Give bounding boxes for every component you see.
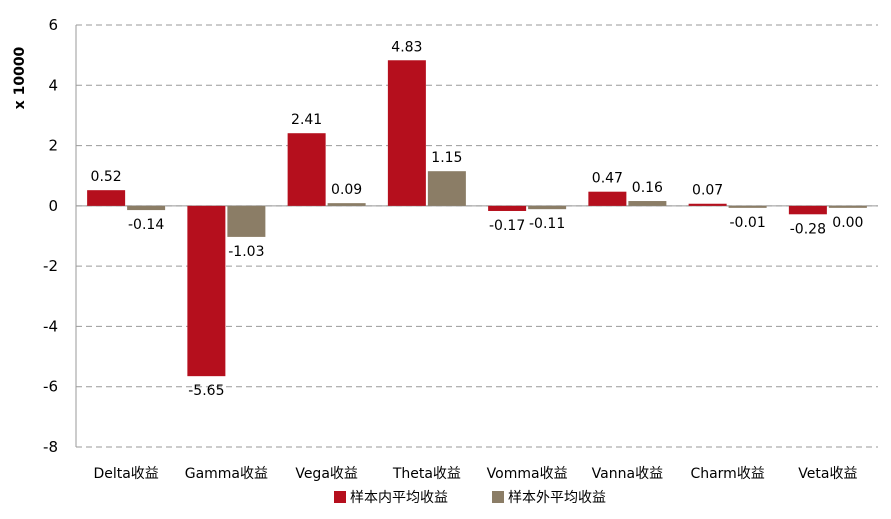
x-tick-label: Delta收益 — [93, 466, 158, 482]
x-tick-label: Vomma收益 — [487, 466, 568, 482]
data-label: -0.14 — [128, 217, 164, 233]
data-label: 0.07 — [692, 183, 723, 199]
x-axis-categories: Delta收益 Gamma收益 Vega收益 Theta收益 Vomma收益 Vanna收… — [93, 466, 857, 482]
bar — [788, 205, 827, 215]
bar — [87, 190, 126, 206]
y-tick-label: -4 — [43, 317, 58, 335]
bar — [728, 205, 767, 208]
data-label: -0.01 — [730, 215, 766, 231]
y-tick-label: 4 — [48, 76, 58, 94]
bar — [628, 201, 667, 206]
y-tick-label: 2 — [48, 137, 58, 155]
y-axis: 6 4 2 0 -2 -4 -6 -8 — [43, 16, 878, 456]
x-tick-label: Charm收益 — [690, 466, 764, 482]
data-label: 4.83 — [391, 39, 422, 55]
bar — [127, 205, 166, 211]
data-label: -0.11 — [529, 216, 565, 232]
data-label: 1.15 — [431, 150, 462, 166]
y-tick-label: -8 — [43, 438, 58, 456]
legend-label: 样本外平均收益 — [508, 490, 606, 506]
data-label: 0.52 — [91, 169, 122, 185]
x-tick-label: Veta收益 — [798, 466, 857, 482]
bar — [227, 205, 266, 237]
bar — [287, 133, 326, 206]
legend-swatch — [334, 491, 346, 503]
y-tick-label: -6 — [43, 378, 58, 396]
bars — [87, 60, 867, 377]
data-label: -0.17 — [489, 218, 525, 234]
y-tick-label: -2 — [43, 257, 58, 275]
x-tick-label: Gamma收益 — [185, 466, 268, 482]
y-tick-label: 0 — [48, 197, 58, 215]
legend-swatch — [492, 491, 504, 503]
bar — [387, 60, 426, 206]
data-label: 0.47 — [592, 171, 623, 187]
legend-label: 样本内平均收益 — [350, 490, 448, 506]
bar — [688, 203, 727, 206]
bar — [528, 205, 567, 210]
data-label: 2.41 — [291, 112, 322, 128]
x-tick-label: Vanna收益 — [592, 466, 663, 482]
bar — [327, 203, 366, 206]
legend: 样本内平均收益 样本外平均收益 — [334, 490, 606, 506]
y-tick-label: 6 — [48, 16, 58, 34]
data-label: -1.03 — [228, 244, 264, 260]
data-label: -5.65 — [188, 383, 224, 399]
data-label: 0.09 — [331, 182, 362, 198]
data-label: -0.28 — [790, 221, 826, 237]
data-label: 0.00 — [832, 215, 863, 231]
bar — [427, 171, 466, 206]
data-label: 0.16 — [632, 180, 663, 196]
x-tick-label: Vega收益 — [295, 466, 358, 482]
y-axis-unit-label: x 10000 — [12, 46, 28, 109]
data-labels: 0.52 -0.14 -5.65 -1.03 2.41 0.09 4.83 1.15 -0.17… — [91, 39, 864, 399]
bar — [488, 205, 527, 211]
bar — [187, 205, 226, 377]
bar — [828, 205, 867, 208]
x-tick-label: Theta收益 — [392, 466, 461, 482]
bar — [588, 191, 627, 206]
